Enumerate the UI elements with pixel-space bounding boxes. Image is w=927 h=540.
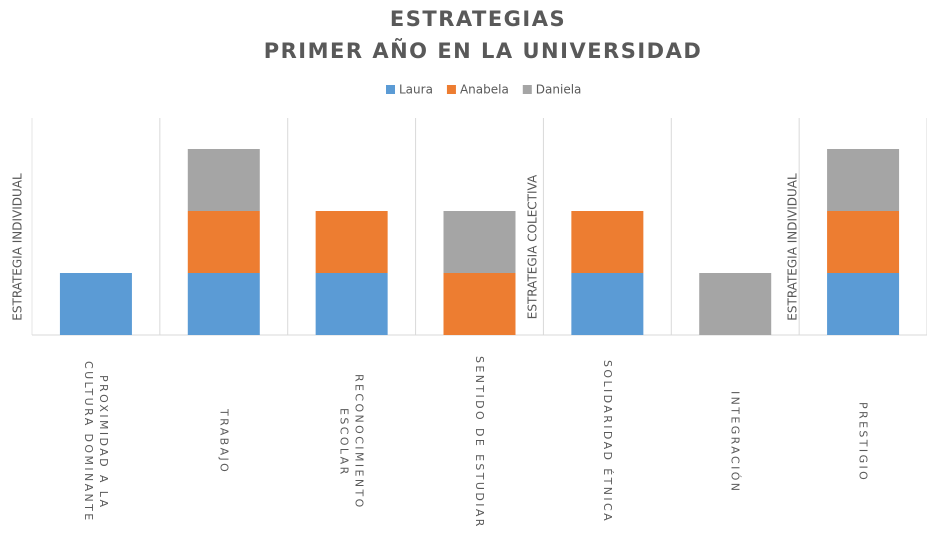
bar-segment bbox=[571, 211, 644, 273]
chart-title: ESTRATEGIAS bbox=[390, 7, 566, 31]
x-tick-label: RECONOCIMIENTO ESCOLAR bbox=[337, 374, 366, 510]
bar-segment bbox=[571, 273, 644, 335]
legend-label: Anabela bbox=[460, 83, 509, 97]
x-tick-label: PRESTIGIO bbox=[856, 401, 870, 483]
x-tick-label: INTEGRACIÓN bbox=[728, 390, 742, 494]
legend-swatch bbox=[386, 85, 395, 94]
x-tick-label: SENTIDO DE ESTUDIAR bbox=[473, 355, 486, 529]
bar-segment bbox=[827, 273, 900, 335]
bar-segment bbox=[443, 211, 516, 273]
x-tick-label-box: SOLIDARIDAD ÉTNICA bbox=[557, 344, 657, 540]
bar-segment bbox=[59, 273, 132, 335]
x-tick-label-box: INTEGRACIÓN bbox=[685, 344, 785, 540]
legend-swatch bbox=[446, 85, 456, 94]
x-tick-label-box: RECONOCIMIENTO ESCOLAR bbox=[302, 344, 402, 540]
legend-label: Laura bbox=[399, 83, 433, 97]
legend-label: Daniela bbox=[536, 83, 582, 97]
annotation: ESTRATEGIA INDIVIDUAL bbox=[786, 173, 800, 321]
x-tick-label: TRABAJO bbox=[217, 409, 231, 475]
bar-segment bbox=[827, 211, 900, 273]
bar-segment bbox=[187, 211, 260, 273]
x-tick-label-box: PRESTIGIO bbox=[813, 344, 913, 540]
bar-segment bbox=[315, 273, 388, 335]
bar-segment bbox=[187, 273, 260, 335]
x-tick-label-box: SENTIDO DE ESTUDIAR bbox=[430, 344, 530, 540]
bar-segment bbox=[443, 273, 516, 335]
bar-segment bbox=[827, 149, 900, 211]
x-tick-label: PROXIMIDAD A LA CULTURA DOMINANTE bbox=[81, 361, 110, 523]
legend-swatch bbox=[522, 85, 532, 94]
annotation: ESTRATEGIA COLECTIVA bbox=[526, 174, 540, 319]
bar-segment bbox=[187, 149, 260, 211]
bar-segment bbox=[315, 211, 388, 273]
x-tick-label: SOLIDARIDAD ÉTNICA bbox=[600, 360, 614, 524]
annotation: ESTRATEGIA INDIVIDUAL bbox=[11, 173, 25, 321]
x-tick-label-box: TRABAJO bbox=[174, 344, 274, 540]
chart-subtitle: PRIMER AÑO EN LA UNIVERSIDAD bbox=[264, 38, 703, 63]
bar-segment bbox=[699, 273, 772, 335]
x-tick-label-box: PROXIMIDAD A LA CULTURA DOMINANTE bbox=[46, 344, 146, 540]
